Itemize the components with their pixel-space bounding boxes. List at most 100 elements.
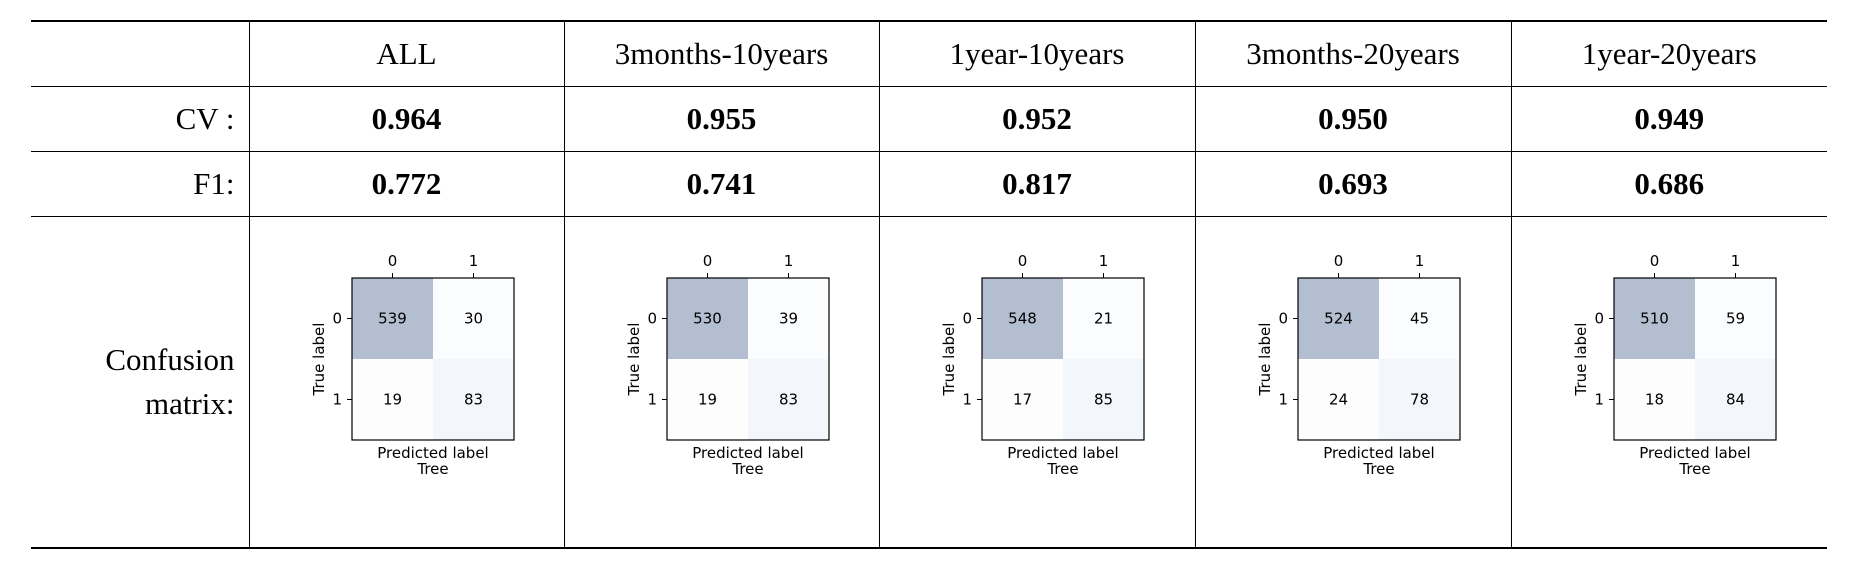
matrix-cell-value: 39 (778, 310, 797, 328)
header-row: ALL 3months-10years 1year-10years 3month… (31, 20, 1827, 87)
x-axis-label: Predicted label (692, 444, 803, 462)
f1-value: 0.741 (563, 151, 879, 217)
matrix-cell-value: 510 (1640, 310, 1669, 328)
matrix-frame (1613, 277, 1777, 441)
confusion-matrix-cell: 548 21 17 85 0 1 0 1 True label Predicted label Tr… (878, 216, 1195, 549)
model-label: Tree (1679, 460, 1711, 478)
cv-value: 0.955 (563, 86, 879, 152)
matrix-cell (351, 359, 433, 440)
matrix-frame (665, 277, 830, 441)
y-axis-label: True label (1256, 323, 1274, 397)
f1-value: 0.817 (878, 151, 1195, 217)
matrix-cell (666, 359, 748, 440)
y-tick-label: 1 (962, 391, 972, 409)
matrix-cell (666, 278, 748, 359)
cv-value: 0.964 (248, 86, 564, 152)
confusion-matrix-cell: 524 45 24 78 0 1 0 1 True label Predicted label Tr… (1194, 216, 1511, 549)
confusion-matrix-row-label: Confusion matrix: (31, 216, 249, 549)
matrix-cell-value: 18 (1645, 391, 1664, 409)
matrix-cell-value: 24 (1329, 391, 1348, 409)
matrix-cell (1063, 359, 1144, 440)
matrix-cell-value: 59 (1726, 310, 1745, 328)
matrix-cell-value: 30 (463, 310, 482, 328)
f1-value: 0.693 (1194, 151, 1511, 217)
f1-row-label: F1: (31, 151, 249, 217)
matrix-cell-value: 84 (1726, 391, 1745, 409)
y-axis-label: True label (1572, 323, 1590, 397)
y-tick-label: 1 (1595, 391, 1605, 409)
cv-value: 0.950 (1194, 86, 1511, 152)
matrix-cell (1298, 278, 1379, 359)
f1-row: F1: 0.772 0.741 0.817 0.693 0.686 (31, 151, 1827, 217)
y-tick-label: 0 (647, 310, 657, 328)
matrix-cell (982, 359, 1063, 440)
confusion-label-line1: Confusion (105, 342, 235, 377)
matrix-cell-value: 19 (697, 391, 716, 409)
confusion-matrix-cell: 530 39 19 83 0 1 0 1 True label Predicted label Tr… (563, 216, 879, 549)
x-tick-label: 0 (1334, 252, 1344, 270)
y-tick-label: 0 (332, 310, 342, 328)
matrix-cell-value: 45 (1410, 310, 1429, 328)
y-tick-label: 1 (1278, 391, 1288, 409)
confusion-matrix-row: Confusion matrix: 539 30 19 83 0 1 0 1 True labe… (31, 216, 1827, 549)
x-tick-label: 1 (1415, 252, 1425, 270)
matrix-cell-value: 17 (1013, 391, 1032, 409)
matrix-cell (1695, 278, 1777, 359)
header-cell: 3months-10years (563, 20, 879, 87)
x-tick-label: 0 (387, 252, 397, 270)
model-label: Tree (731, 460, 763, 478)
matrix-frame (1297, 277, 1461, 441)
header-cell: 1year-20years (1510, 20, 1827, 87)
matrix-frame (350, 277, 515, 441)
y-tick-label: 1 (647, 391, 657, 409)
header-cell: ALL (248, 20, 564, 87)
x-axis-label: Predicted label (1323, 444, 1434, 462)
matrix-cell (747, 278, 829, 359)
matrix-cell-value: 548 (1008, 310, 1037, 328)
model-label: Tree (1362, 460, 1394, 478)
cv-row-label: CV : (31, 86, 249, 152)
matrix-cell-value: 83 (463, 391, 482, 409)
header-corner-cell (31, 20, 249, 87)
matrix-cell (747, 359, 829, 440)
confusion-label-line2: matrix: (144, 386, 235, 421)
matrix-cell-value: 85 (1094, 391, 1113, 409)
y-tick-label: 0 (962, 310, 972, 328)
header-cell: 1year-10years (878, 20, 1195, 87)
matrix-cell-value: 78 (1410, 391, 1429, 409)
y-axis-label: True label (940, 323, 958, 397)
matrix-cell (432, 278, 514, 359)
x-tick-label: 1 (468, 252, 478, 270)
matrix-cell-value: 83 (778, 391, 797, 409)
cv-value: 0.952 (878, 86, 1195, 152)
confusion-matrix-cell: 510 59 18 84 0 1 0 1 True label Predicted label Tr… (1510, 216, 1827, 549)
matrix-cell (1614, 359, 1696, 440)
matrix-cell (1614, 278, 1696, 359)
x-tick-label: 0 (1018, 252, 1028, 270)
x-tick-label: 1 (1731, 252, 1741, 270)
matrix-cell (982, 278, 1063, 359)
matrix-cell-value: 19 (382, 391, 401, 409)
matrix-cell-value: 524 (1324, 310, 1353, 328)
matrix-cell (1379, 278, 1460, 359)
y-axis-label: True label (310, 323, 328, 397)
x-tick-label: 0 (702, 252, 712, 270)
matrix-cell (1695, 359, 1777, 440)
y-axis-label: True label (625, 323, 643, 397)
header-cell: 3months-20years (1194, 20, 1511, 87)
x-axis-label: Predicted label (1007, 444, 1118, 462)
y-tick-label: 0 (1595, 310, 1605, 328)
x-tick-label: 1 (1099, 252, 1109, 270)
y-tick-label: 1 (332, 391, 342, 409)
confusion-matrix-chart: 510 59 18 84 0 1 0 1 True label Predicted labelTr… (1572, 252, 1777, 478)
x-tick-label: 0 (1650, 252, 1660, 270)
model-label: Tree (1046, 460, 1078, 478)
cv-row: CV : 0.964 0.955 0.952 0.950 0.949 (31, 86, 1827, 152)
matrix-cell-value: 21 (1094, 310, 1113, 328)
model-label: Tree (416, 460, 448, 478)
confusion-matrix-cell: 539 30 19 83 0 1 0 1 True label Predicted label Tr… (248, 216, 564, 549)
